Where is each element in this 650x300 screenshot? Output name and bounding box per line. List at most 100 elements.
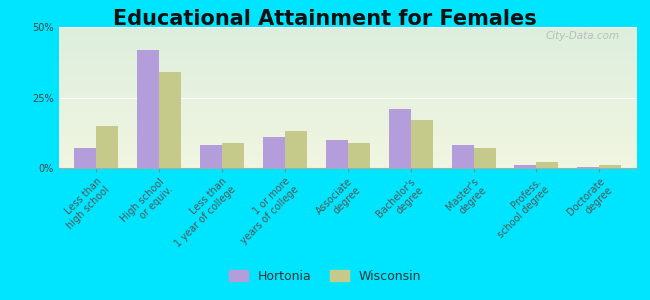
Bar	[58, 161, 637, 162]
Bar	[58, 142, 637, 144]
Bar	[58, 89, 637, 90]
Bar	[159, 72, 181, 168]
Bar	[58, 114, 637, 116]
Bar	[58, 79, 637, 81]
Bar	[58, 27, 637, 28]
Bar	[58, 64, 637, 65]
Bar	[58, 93, 637, 95]
Bar	[58, 35, 637, 37]
Bar	[389, 109, 411, 168]
Bar	[536, 162, 558, 168]
Bar	[58, 158, 637, 160]
Bar	[326, 140, 348, 168]
Bar	[58, 105, 637, 106]
Bar	[58, 59, 637, 61]
Bar	[58, 98, 637, 99]
Bar	[58, 58, 637, 59]
Bar	[58, 107, 637, 109]
Bar	[58, 112, 637, 113]
Bar	[200, 146, 222, 168]
Bar	[58, 65, 637, 67]
Bar	[58, 117, 637, 119]
Bar	[58, 138, 637, 140]
Bar	[58, 81, 637, 82]
Bar	[222, 142, 244, 168]
Bar	[58, 86, 637, 88]
Bar	[58, 69, 637, 71]
Bar	[58, 133, 637, 134]
Bar	[58, 151, 637, 152]
Bar	[263, 137, 285, 168]
Bar	[58, 95, 637, 96]
Legend: Hortonia, Wisconsin: Hortonia, Wisconsin	[224, 265, 426, 288]
Bar	[58, 113, 637, 114]
Bar	[452, 146, 473, 168]
Bar	[58, 150, 637, 151]
Bar	[58, 74, 637, 75]
Bar	[58, 82, 637, 83]
Bar	[58, 126, 637, 127]
Bar	[58, 28, 637, 30]
Bar	[58, 167, 637, 168]
Bar	[58, 148, 637, 150]
Bar	[58, 83, 637, 85]
Bar	[411, 120, 433, 168]
Bar	[58, 37, 637, 38]
Bar	[58, 106, 637, 107]
Bar	[58, 100, 637, 102]
Bar	[58, 128, 637, 130]
Bar	[58, 48, 637, 50]
Bar	[58, 152, 637, 154]
Bar	[285, 131, 307, 168]
Bar	[58, 160, 637, 161]
Bar	[58, 43, 637, 44]
Bar	[58, 96, 637, 98]
Bar	[58, 62, 637, 64]
Bar	[58, 155, 637, 157]
Bar	[58, 103, 637, 105]
Bar	[58, 110, 637, 112]
Bar	[58, 78, 637, 79]
Bar	[58, 54, 637, 55]
Bar	[58, 130, 637, 131]
Bar	[58, 141, 637, 142]
Bar	[58, 122, 637, 123]
Bar	[58, 38, 637, 40]
Bar	[58, 140, 637, 141]
Bar	[58, 52, 637, 54]
Bar	[58, 120, 637, 122]
Bar	[58, 116, 637, 117]
Bar	[58, 109, 637, 110]
Bar	[58, 102, 637, 103]
Bar	[58, 44, 637, 45]
Bar	[58, 146, 637, 147]
Bar	[58, 164, 637, 165]
Bar	[58, 41, 637, 43]
Bar	[58, 91, 637, 92]
Bar	[599, 165, 621, 168]
Bar	[58, 88, 637, 89]
Bar	[58, 127, 637, 128]
Bar	[58, 34, 637, 35]
Bar	[58, 51, 637, 52]
Bar	[74, 148, 96, 168]
Bar	[58, 85, 637, 86]
Bar	[58, 47, 637, 48]
Bar	[514, 165, 536, 168]
Bar	[58, 55, 637, 57]
Bar	[58, 33, 637, 34]
Bar	[58, 165, 637, 166]
Bar	[58, 92, 637, 93]
Bar	[58, 131, 637, 133]
Bar	[58, 118, 637, 120]
Bar	[58, 45, 637, 47]
Bar	[58, 40, 637, 41]
Bar	[348, 142, 370, 168]
Bar	[58, 134, 637, 136]
Bar	[58, 147, 637, 148]
Text: City-Data.com: City-Data.com	[545, 31, 619, 41]
Bar	[58, 136, 637, 137]
Bar	[58, 124, 637, 126]
Bar	[58, 154, 637, 155]
Bar	[58, 144, 637, 146]
